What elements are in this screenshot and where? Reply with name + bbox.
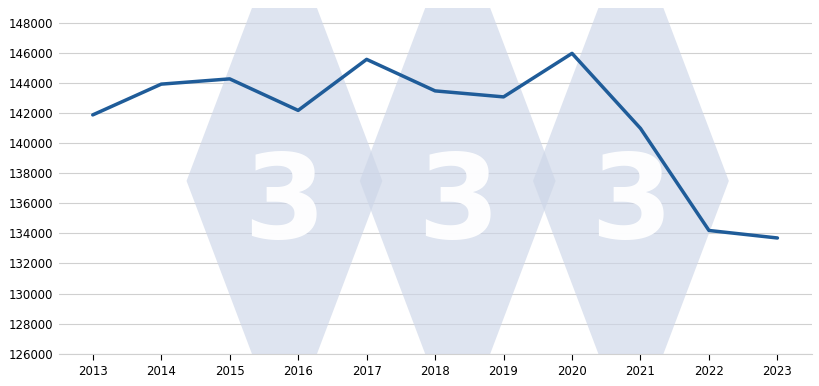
Text: 3: 3 <box>243 147 325 262</box>
Polygon shape <box>360 0 555 386</box>
Polygon shape <box>532 0 728 386</box>
Polygon shape <box>186 0 382 386</box>
Text: 3: 3 <box>589 147 671 262</box>
Text: 3: 3 <box>416 147 498 262</box>
